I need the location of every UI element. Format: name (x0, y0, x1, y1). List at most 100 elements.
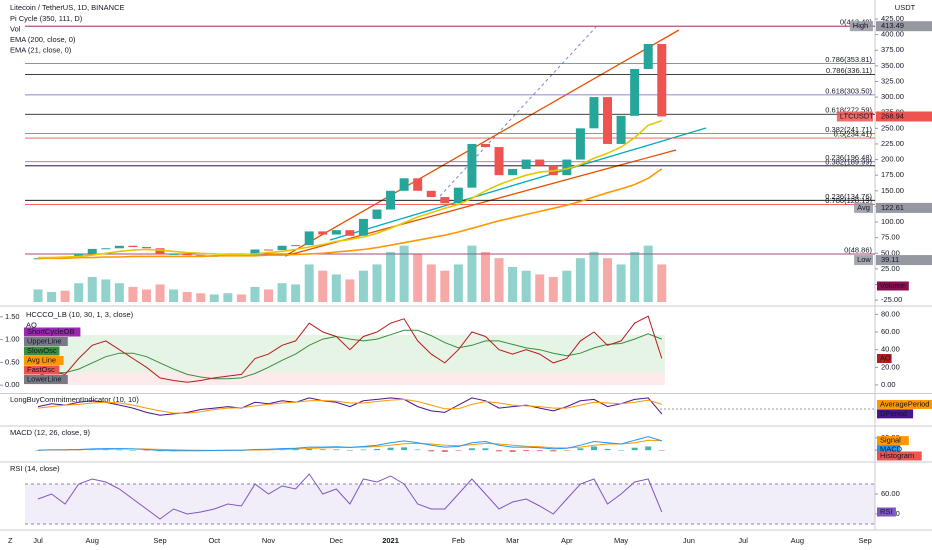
price-tag-name: Avg (857, 203, 870, 212)
bar (60, 290, 70, 302)
bar (603, 258, 613, 302)
candle (643, 43, 653, 69)
x-tick-label: 2021 (382, 536, 399, 545)
timezone-button[interactable]: Z (8, 536, 13, 545)
x-tick-label: Aug (86, 536, 99, 545)
left-tag-label: LowerLine (27, 374, 62, 383)
bar (589, 251, 599, 302)
y-tick-label: 20.00 (881, 362, 900, 371)
channel-line (284, 149, 677, 257)
bar (372, 264, 382, 302)
series-line (38, 120, 663, 259)
bar (374, 448, 380, 451)
x-tick-label: Feb (452, 536, 465, 545)
fib-label: 0.618(272.59) (825, 106, 872, 115)
candle (630, 68, 640, 116)
series-line (38, 168, 663, 260)
candle (358, 218, 368, 236)
price-tag-value: 268.94 (881, 111, 904, 120)
bar (155, 284, 165, 302)
candle (128, 245, 138, 248)
bar (658, 450, 665, 451)
candle (87, 248, 97, 254)
legend-item: MACD (12, 26, close, 9) (10, 428, 91, 437)
bar (575, 258, 585, 302)
candle (386, 190, 396, 210)
bar (102, 449, 109, 451)
series-line (37, 436, 662, 452)
legend-item: RSI (14, close) (10, 464, 60, 473)
candle (467, 143, 477, 188)
y-tick-label: 80.00 (881, 309, 900, 318)
candle (345, 230, 355, 236)
bar (616, 264, 626, 302)
x-tick-label: Jul (738, 536, 748, 545)
bar (291, 284, 301, 302)
candle (508, 168, 518, 176)
legend-item: EMA (200, close, 0) (10, 35, 76, 44)
bar (47, 291, 57, 302)
x-tick-label: Sep (858, 536, 871, 545)
candle (399, 178, 409, 191)
bar (141, 289, 151, 302)
bar (114, 283, 124, 302)
candle (304, 231, 314, 246)
price-tag-name-bg (836, 111, 873, 122)
x-tick-label: May (614, 536, 628, 545)
left-tag (24, 337, 68, 346)
trend-line (439, 26, 597, 197)
candle (521, 159, 531, 169)
bar (236, 294, 246, 302)
bar (387, 447, 394, 451)
series-tag (877, 436, 909, 446)
bar (563, 450, 570, 451)
candle (616, 115, 626, 144)
bar (386, 251, 396, 302)
bar (358, 270, 368, 302)
fib-label: 0.5(234.41) (834, 130, 873, 139)
series-tag-label: MACD (880, 445, 903, 454)
y-tick-label: -25.00 (881, 295, 902, 304)
bar (306, 448, 313, 451)
candle (318, 231, 328, 235)
x-tick-label: Oct (208, 536, 221, 545)
candle (182, 253, 192, 256)
fib-label: 0.786(336.11) (826, 66, 873, 75)
bar (494, 258, 504, 302)
bar (455, 450, 462, 451)
price-tag (876, 202, 932, 213)
candle (155, 248, 165, 255)
bar (331, 274, 341, 302)
bar (345, 279, 355, 302)
bar (87, 276, 97, 302)
left-tag-label: SlowOsc (27, 346, 57, 355)
y2-tick-label: 0.50 (5, 357, 20, 366)
series-tag (877, 399, 932, 409)
bar (413, 254, 423, 302)
x-tick-label: Jun (683, 536, 695, 545)
legend-item: Vol (10, 24, 21, 33)
y-tick-label: 175.00 (881, 170, 904, 179)
bar (414, 449, 421, 451)
price-tag-name: LTCUSDT (840, 111, 874, 120)
candle (426, 190, 436, 198)
bar (209, 294, 219, 302)
candle (494, 147, 504, 176)
price-tag (876, 255, 932, 266)
y-tick-label: 75.00 (881, 233, 900, 242)
candle (480, 143, 490, 148)
bar (562, 270, 572, 302)
price-tag-name: High (853, 21, 868, 30)
bar (604, 448, 611, 451)
x-tick-label: Nov (262, 536, 276, 545)
currency-label: USDT (895, 3, 916, 12)
bar (33, 289, 43, 302)
bar (74, 283, 84, 302)
price-tag-value: 122.61 (881, 203, 904, 212)
bar (264, 289, 274, 302)
x-tick-label: Sep (153, 536, 166, 545)
bar (35, 450, 41, 451)
candle (277, 245, 287, 251)
y-tick-label: 325.00 (881, 76, 904, 85)
